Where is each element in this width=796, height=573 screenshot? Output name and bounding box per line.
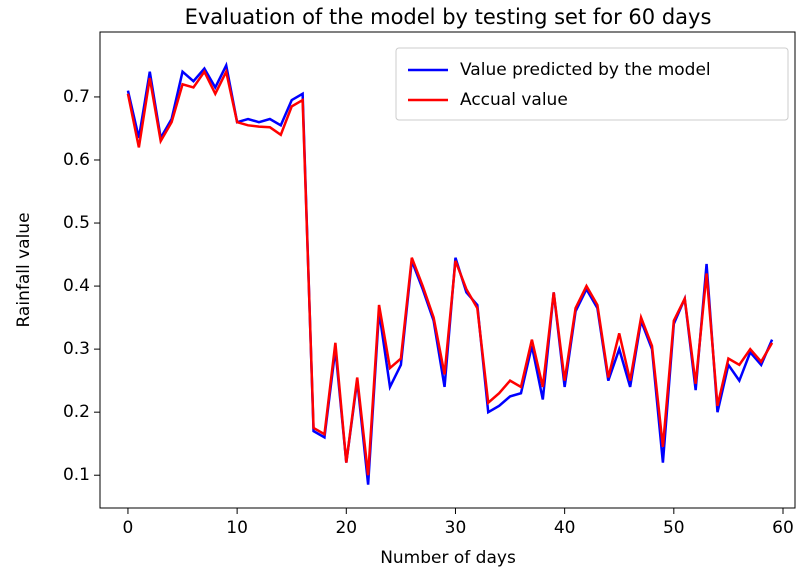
x-tick-label: 30 bbox=[445, 518, 467, 538]
chart-title: Evaluation of the model by testing set f… bbox=[185, 5, 712, 29]
x-tick-label: 10 bbox=[226, 518, 248, 538]
y-tick-label: 0.4 bbox=[63, 276, 90, 296]
legend-label: Accual value bbox=[460, 90, 568, 110]
x-tick-label: 20 bbox=[335, 518, 357, 538]
data-line bbox=[126, 61, 774, 485]
y-tick-label: 0.1 bbox=[63, 465, 90, 485]
y-tick-label: 0.5 bbox=[63, 213, 90, 233]
y-tick-label: 0.6 bbox=[63, 150, 90, 170]
y-axis-label: Rainfall value bbox=[14, 212, 34, 327]
y-tick-label: 0.3 bbox=[63, 339, 90, 359]
x-tick-label: 0 bbox=[123, 518, 134, 538]
x-tick-label: 60 bbox=[772, 518, 794, 538]
x-axis-label: Number of days bbox=[380, 548, 516, 568]
plot-frame bbox=[99, 31, 796, 509]
legend-box bbox=[395, 47, 789, 121]
x-tick-label: 50 bbox=[663, 518, 685, 538]
data-line bbox=[126, 67, 774, 476]
legend-label: Value predicted by the model bbox=[460, 60, 711, 80]
x-tick-label: 40 bbox=[554, 518, 576, 538]
y-tick-label: 0.2 bbox=[63, 402, 90, 422]
y-tick-label: 0.7 bbox=[63, 87, 90, 107]
